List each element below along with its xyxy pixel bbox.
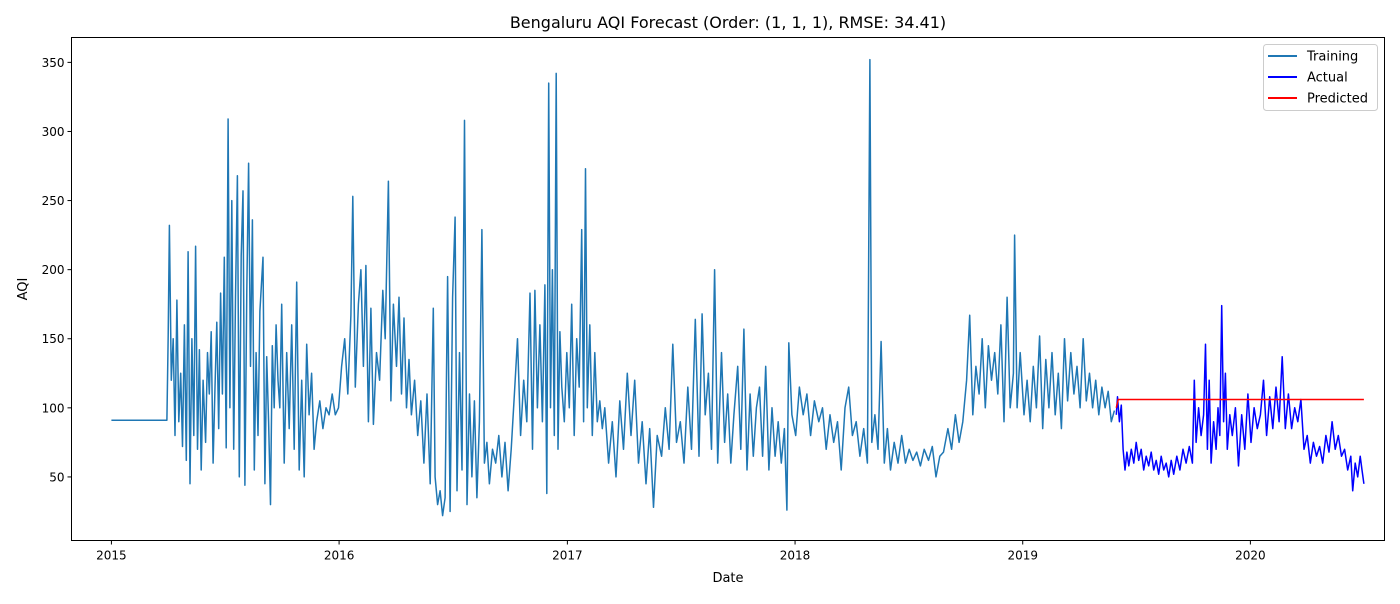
legend-label-actual: Actual — [1307, 71, 1348, 86]
chart-title: Bengaluru AQI Forecast (Order: (1, 1, 1)… — [510, 13, 946, 32]
x-axis: 2015 2016 2017 2018 2019 2020 — [96, 540, 1266, 563]
y-tick-label: 200 — [42, 263, 65, 277]
series-layer — [111, 58, 1365, 517]
x-tick-label: 2016 — [324, 549, 355, 563]
y-tick-label: 150 — [42, 332, 65, 346]
y-tick-label: 250 — [42, 194, 65, 208]
x-tick-label: 2017 — [552, 549, 583, 563]
legend-label-predicted: Predicted — [1307, 92, 1368, 107]
series-line-actual — [1115, 304, 1365, 492]
x-axis-label: Date — [712, 571, 743, 586]
x-tick-label: 2015 — [96, 549, 127, 563]
plot-frame — [71, 37, 1385, 541]
legend-label-training: Training — [1306, 50, 1358, 65]
x-tick-label: 2018 — [780, 549, 811, 563]
x-tick-label: 2020 — [1235, 549, 1266, 563]
legend: Training Actual Predicted — [1263, 44, 1378, 111]
x-tick-label: 2019 — [1007, 549, 1038, 563]
plot-background — [71, 37, 1385, 541]
y-tick-label: 100 — [42, 401, 65, 415]
series-line-predicted — [1115, 398, 1364, 408]
y-axis-label: AQI — [16, 278, 31, 301]
plot-area — [71, 37, 1385, 541]
y-tick-label: 350 — [42, 56, 65, 70]
y-tick-label: 300 — [42, 125, 65, 139]
legend-box — [1263, 44, 1378, 111]
y-tick-label: 50 — [49, 470, 64, 484]
series-line-training — [111, 58, 1116, 517]
y-axis: 50 100 150 200 250 300 350 — [42, 56, 72, 484]
